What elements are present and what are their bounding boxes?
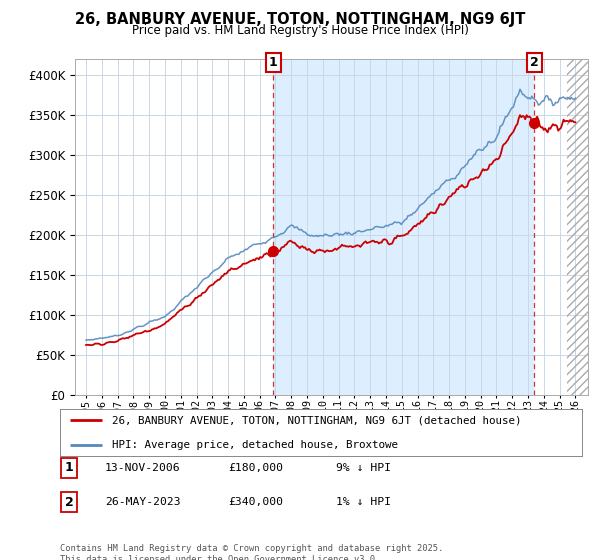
Text: 1% ↓ HPI: 1% ↓ HPI (336, 497, 391, 507)
Bar (568, 59, 588, 395)
Text: 1: 1 (269, 57, 278, 69)
Text: 2: 2 (530, 57, 539, 69)
Text: 9% ↓ HPI: 9% ↓ HPI (336, 463, 391, 473)
Text: HPI: Average price, detached house, Broxtowe: HPI: Average price, detached house, Brox… (112, 440, 398, 450)
Text: Price paid vs. HM Land Registry's House Price Index (HPI): Price paid vs. HM Land Registry's House … (131, 24, 469, 37)
Text: £180,000: £180,000 (228, 463, 283, 473)
Bar (568, 59, 588, 395)
Text: £340,000: £340,000 (228, 497, 283, 507)
Text: 26-MAY-2023: 26-MAY-2023 (105, 497, 181, 507)
Text: 1: 1 (65, 461, 73, 474)
Text: Contains HM Land Registry data © Crown copyright and database right 2025.
This d: Contains HM Land Registry data © Crown c… (60, 544, 443, 560)
Text: 13-NOV-2006: 13-NOV-2006 (105, 463, 181, 473)
Text: 26, BANBURY AVENUE, TOTON, NOTTINGHAM, NG9 6JT: 26, BANBURY AVENUE, TOTON, NOTTINGHAM, N… (75, 12, 525, 27)
Bar (568, 59, 588, 395)
Text: 2: 2 (65, 496, 73, 509)
Bar (274, 59, 535, 395)
Text: 26, BANBURY AVENUE, TOTON, NOTTINGHAM, NG9 6JT (detached house): 26, BANBURY AVENUE, TOTON, NOTTINGHAM, N… (112, 415, 522, 425)
